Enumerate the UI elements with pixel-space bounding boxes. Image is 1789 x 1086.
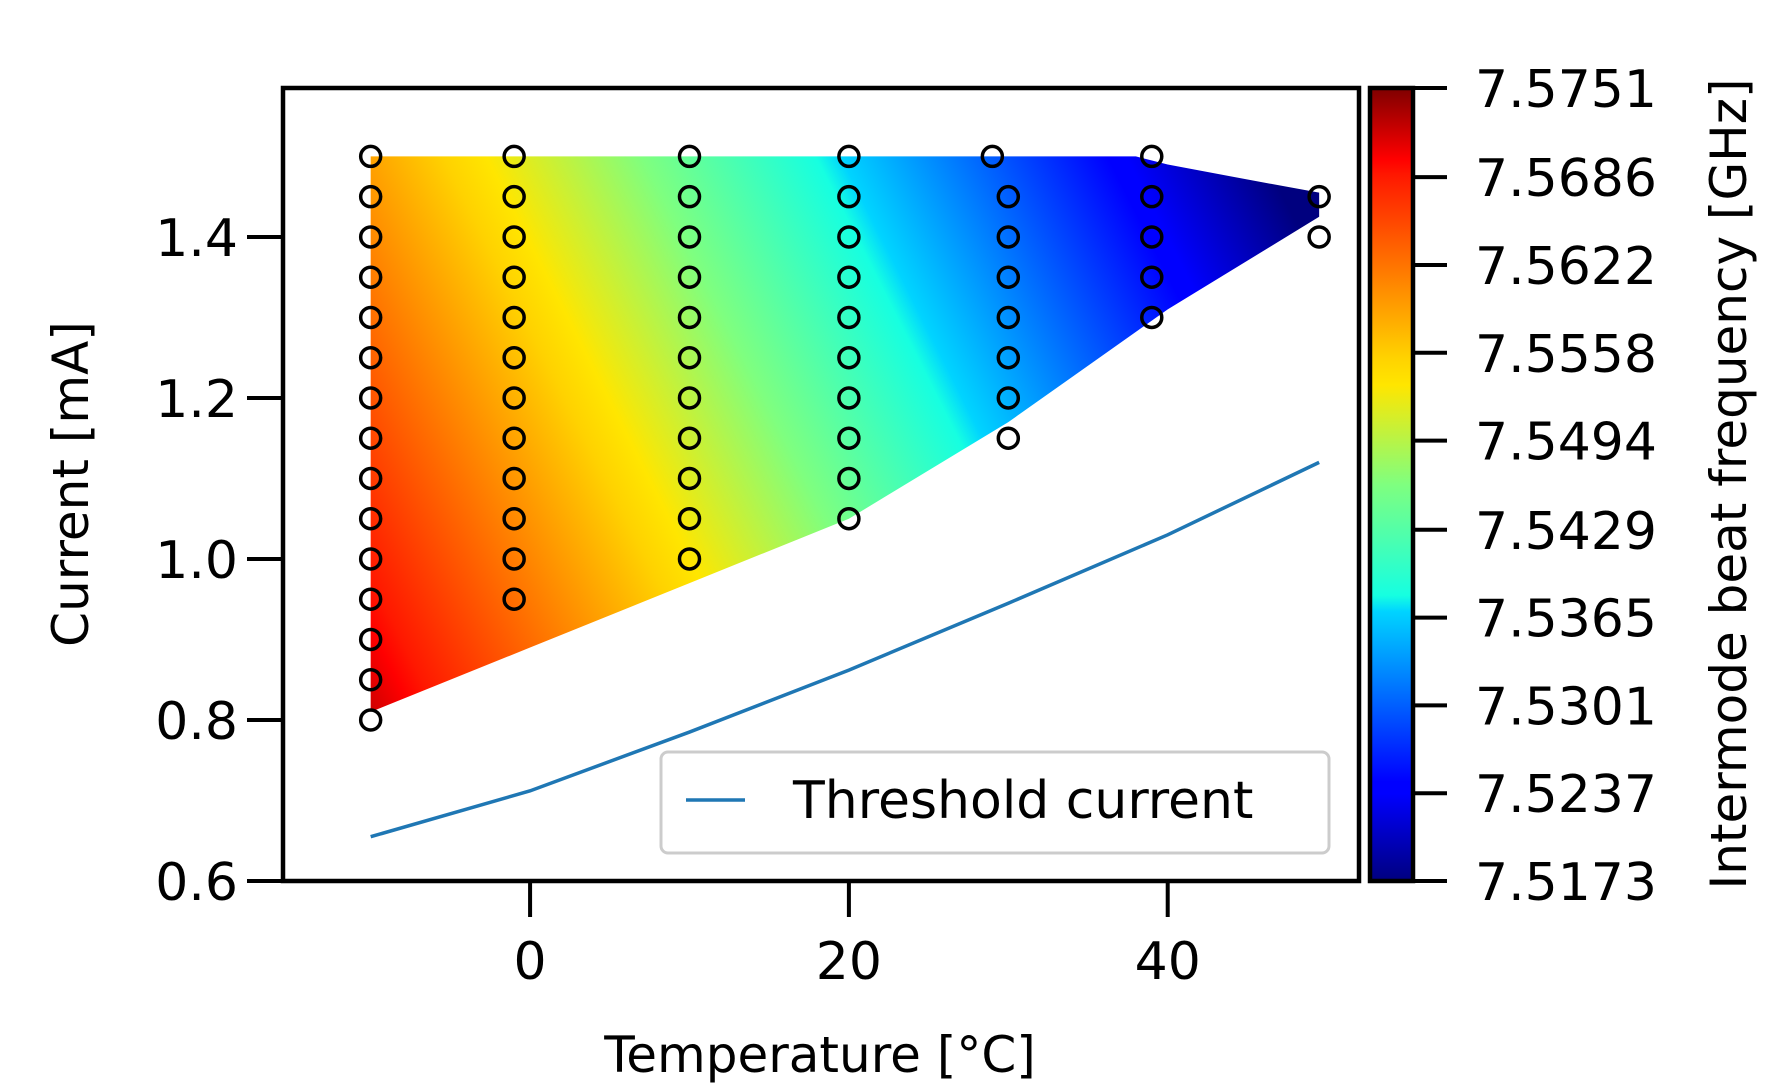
measurement-marker	[502, 506, 526, 531]
measurement-marker	[996, 345, 1021, 370]
colorbar-tick-label: 7.5237	[1475, 765, 1657, 825]
y-axis-ticks: 0.6 0.8 1.0 1.2 1.4	[155, 209, 283, 913]
measurement-marker	[502, 305, 526, 330]
measurement-marker	[358, 225, 383, 249]
measurement-marker	[1140, 184, 1164, 209]
measurement-marker	[358, 345, 383, 370]
measurement-marker	[502, 386, 526, 410]
y-tick-label: 0.6	[155, 853, 238, 913]
legend-label: Threshold current	[792, 771, 1253, 831]
measurement-marker	[502, 345, 526, 370]
measurement-marker	[837, 345, 861, 370]
x-tick-label: 0	[514, 932, 547, 992]
measurement-marker	[358, 184, 383, 209]
threshold-current-line	[370, 460, 1320, 839]
measurement-marker	[1140, 225, 1164, 249]
measurement-marker	[837, 225, 861, 249]
measurement-marker	[677, 225, 702, 249]
measurement-marker	[996, 386, 1021, 410]
measurement-marker	[677, 345, 702, 370]
measurement-marker	[502, 265, 526, 289]
measurement-points	[358, 144, 1331, 732]
x-axis-label: Temperature [°C]	[603, 1026, 1036, 1084]
measurement-marker	[837, 144, 861, 169]
colorbar-frame	[1367, 85, 1416, 884]
measurement-marker	[677, 305, 702, 330]
colorbar-tick-label: 7.5173	[1475, 853, 1657, 913]
x-tick-label: 20	[816, 932, 882, 992]
measurement-marker	[996, 265, 1021, 289]
colorbar-label: Intermode beat frequency [GHz]	[1700, 78, 1758, 889]
colorbar-tick-label: 7.5301	[1475, 677, 1657, 737]
colorbar-tick-label: 7.5622	[1475, 237, 1657, 297]
y-tick-label: 1.0	[155, 531, 238, 591]
measurement-marker	[677, 265, 702, 289]
measurement-marker	[358, 265, 383, 289]
measurement-marker	[358, 506, 383, 531]
measurement-marker	[677, 144, 702, 169]
measurement-marker	[1140, 144, 1164, 169]
legend-box	[659, 750, 1331, 855]
measurement-marker	[358, 667, 383, 692]
measurement-marker	[677, 426, 702, 450]
measurement-marker	[996, 305, 1021, 330]
measurement-marker	[502, 426, 526, 450]
measurement-marker	[677, 547, 702, 571]
colorbar-tick-label: 7.5365	[1475, 590, 1657, 650]
measurement-marker	[837, 506, 861, 531]
measurement-marker	[502, 225, 526, 249]
x-tick-label: 40	[1135, 932, 1201, 992]
colorbar-tick-label: 7.5558	[1475, 325, 1657, 385]
measurement-marker	[837, 265, 861, 289]
measurement-marker	[677, 466, 702, 491]
colorbar-tick-label: 7.5429	[1475, 502, 1657, 562]
measurement-marker	[358, 305, 383, 330]
measurement-marker	[837, 426, 861, 450]
measurement-marker	[358, 587, 383, 611]
measurement-marker	[1140, 265, 1164, 289]
colorbar-ticks: 7.5173 7.5237 7.5301 7.5365 7.5429 7.5494 7.55…	[1413, 60, 1657, 913]
measurement-marker	[358, 426, 383, 450]
measurement-marker	[677, 506, 702, 531]
measurement-marker	[837, 184, 861, 209]
measurement-marker	[996, 225, 1021, 249]
measurement-marker	[837, 386, 861, 410]
measurement-marker	[358, 708, 383, 732]
measurement-marker	[502, 466, 526, 491]
measurement-marker	[677, 184, 702, 209]
colorbar	[1370, 88, 1413, 881]
measurement-marker	[358, 466, 383, 491]
measurement-marker	[996, 184, 1021, 209]
y-tick-label: 0.8	[155, 692, 238, 752]
measurement-marker	[837, 305, 861, 330]
measurement-marker	[996, 426, 1021, 450]
measurement-marker	[358, 627, 383, 652]
measurement-marker	[502, 184, 526, 209]
measurement-marker	[1307, 225, 1331, 249]
colorbar-tick-label: 7.5494	[1475, 413, 1657, 473]
measurement-marker	[677, 386, 702, 410]
y-tick-label: 1.4	[155, 209, 238, 269]
measurement-marker	[1307, 184, 1331, 209]
measurement-marker	[502, 547, 526, 571]
colorbar-tick-label: 7.5686	[1475, 149, 1657, 209]
measurement-marker	[358, 386, 383, 410]
measurement-marker	[837, 466, 861, 491]
y-tick-label: 1.2	[155, 370, 238, 430]
colorbar-tick-label: 7.5751	[1475, 60, 1657, 120]
measurement-marker	[502, 144, 526, 169]
measurement-marker	[1140, 305, 1164, 330]
measurement-marker	[358, 547, 383, 571]
measurement-marker	[980, 144, 1005, 169]
measurement-marker	[502, 587, 526, 611]
measurement-marker	[358, 144, 383, 169]
plot-frame	[280, 85, 1362, 884]
y-axis-label: Current [mA]	[42, 321, 100, 647]
x-axis-ticks: 0 20 40	[514, 881, 1201, 992]
legend: Threshold current	[659, 750, 1331, 855]
